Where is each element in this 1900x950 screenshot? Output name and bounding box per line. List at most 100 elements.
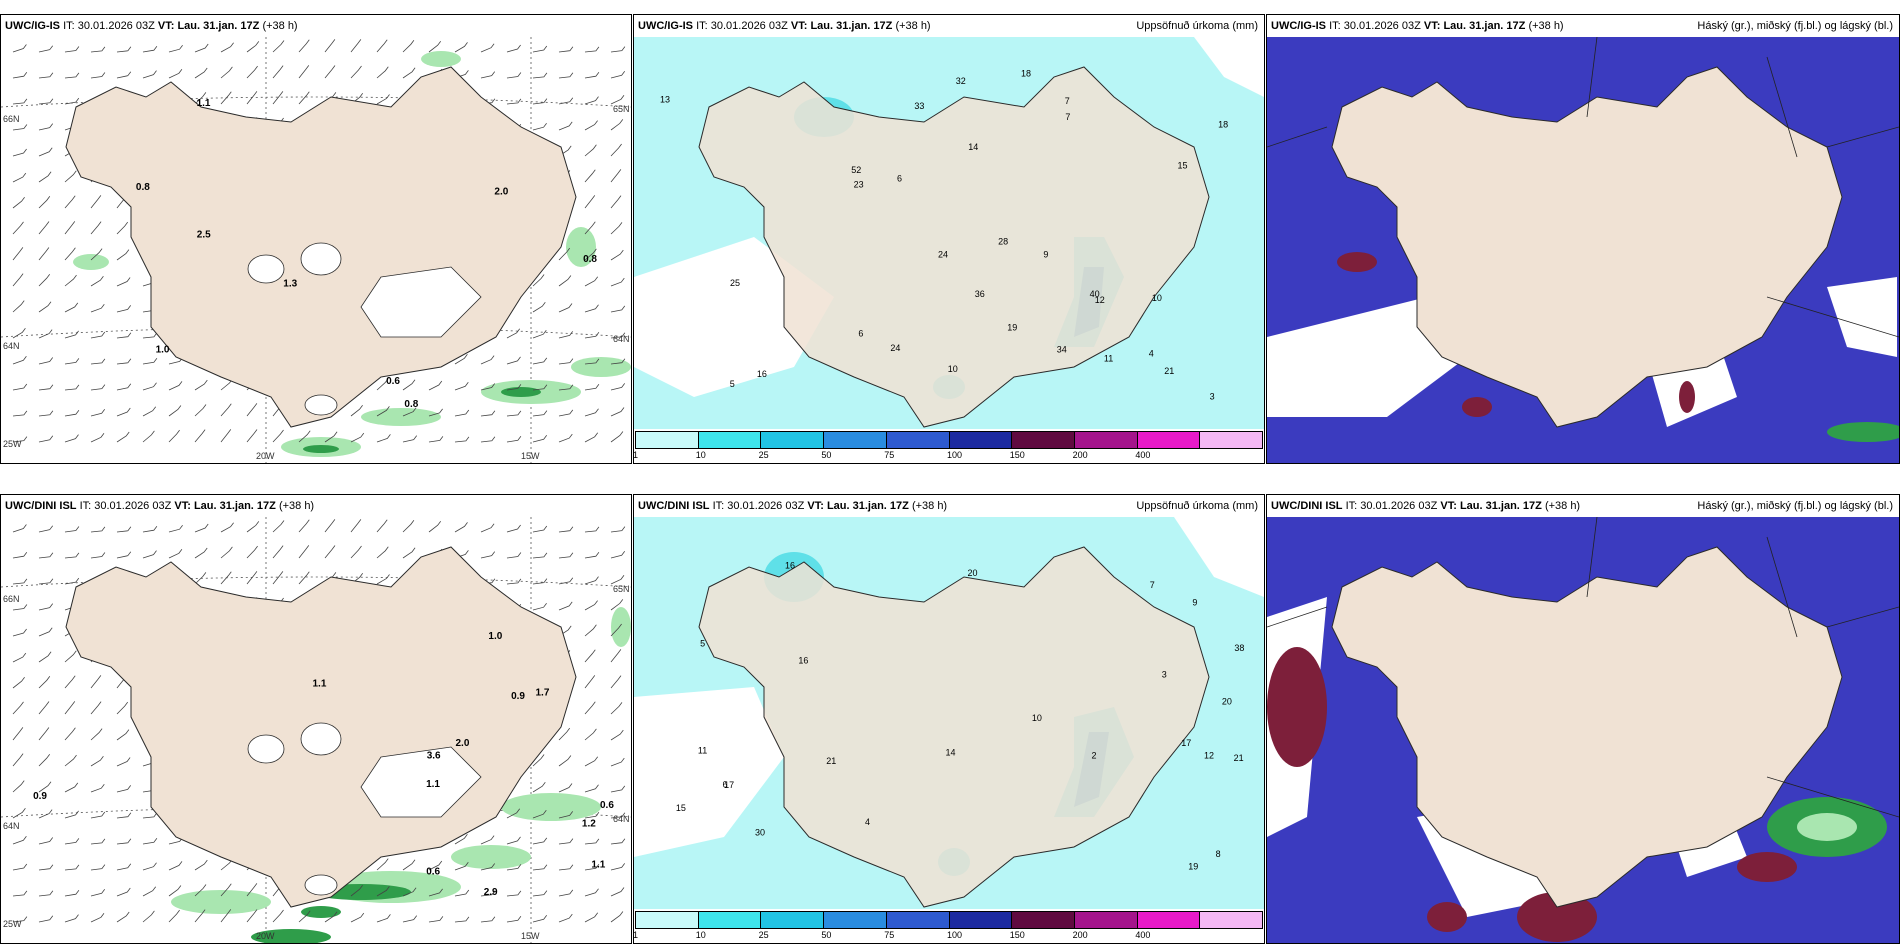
legend-swatch [1137,912,1201,928]
wind-barb [194,92,207,105]
wind-barb [532,410,548,417]
wind-barb [558,889,574,897]
wind-barb [142,838,158,845]
wind-barb [298,39,310,53]
wind-panel-ig: UWC/IG-IS IT: 30.01.2026 03Z VT: Lau. 31… [0,14,632,464]
wind-barb [376,406,390,417]
wind-barb [246,883,258,897]
wind-barb [584,304,599,313]
wind-barb [168,549,183,559]
wind-barb [90,838,106,845]
wind-barb [506,384,522,391]
wind-barb [506,44,521,53]
wind-barb [12,300,25,313]
wind-barb [12,753,24,767]
wind-barb [38,45,54,53]
value-label: 6 [723,779,728,789]
legend-tick: 200 [1072,930,1088,940]
wind-barb [38,676,51,689]
value-label: 2.0 [456,738,470,749]
value-label: 3 [1210,391,1215,401]
value-label: 24 [938,249,948,259]
wind-barb [610,358,626,365]
wind-barb [480,523,495,533]
wind-barb [532,809,547,819]
wind-barb [142,862,157,871]
wind-barb [506,72,522,79]
wind-barb [428,916,444,923]
value-label: 14 [968,142,978,152]
wind-barb [350,39,362,53]
value-label: 10 [1032,713,1042,723]
value-label: 15 [676,803,686,813]
legend-swatch [886,912,950,928]
wind-barb [12,652,27,663]
wind-barb [298,91,310,105]
value-label: 1.2 [582,818,596,829]
panel-header: UWC/IG-IS IT: 30.01.2026 03Z VT: Lau. 31… [634,15,1264,37]
wind-barb [454,916,470,923]
wind-barb [558,433,573,443]
wind-barb [12,148,27,157]
wind-barb [116,407,131,417]
wind-barb [454,862,469,871]
value-label: 34 [1057,344,1067,354]
wind-barb [610,277,625,287]
wind-barb [454,42,468,53]
value-label: 7 [1150,580,1155,590]
wind-barb [506,524,521,533]
wind-barb [116,46,132,53]
wind-barb [272,40,285,53]
grid-label: 15W [521,451,540,461]
wind-barb [454,436,470,443]
legend-swatch [886,432,950,448]
wind-barb [168,381,183,391]
wind-map: 0.81.11.00.8 2.00.60.82.51.3 66N 64N 65N … [1,37,631,463]
value-label: 36 [975,289,985,299]
value-label: 18 [1218,119,1228,129]
value-label: 16 [798,656,808,666]
wind-barb [38,701,50,715]
wind-barb [38,525,54,533]
wind-barb [90,303,105,313]
wind-barb [298,519,310,533]
wind-barb [428,888,443,897]
wind-barb [376,39,388,53]
wind-barb [298,65,310,79]
wind-barb [532,602,547,611]
precip-panel-ig: UWC/IG-IS IT: 30.01.2026 03Z VT: Lau. 31… [633,14,1265,464]
wind-barb [246,429,258,443]
wind-barb [428,380,443,391]
wind-barb [376,914,391,923]
legend-swatch [636,912,699,928]
wind-barb [428,860,443,871]
value-label: 19 [1188,862,1198,872]
wind-barb [584,728,597,741]
wind-barb [610,623,622,637]
wind-barb [376,378,389,391]
value-label: 21 [1234,753,1244,763]
value-label: 3 [1162,670,1167,680]
wind-barb [558,331,574,339]
wind-barb [220,429,232,443]
legend-swatch [698,912,762,928]
wind-barb [12,410,28,417]
wind-barb [90,675,102,689]
wind-barb [12,71,28,79]
wind-barb [142,382,157,391]
wind-barb [272,429,284,443]
wind-barb [584,46,600,53]
wind-barb [376,94,390,105]
wind-barb [532,72,548,79]
wind-barb [194,429,206,443]
value-label: 13 [660,94,670,104]
panel-header: UWC/DINI ISL IT: 30.01.2026 03Z VT: Lau.… [634,495,1264,517]
legend-swatch [1074,432,1138,448]
wind-barb [90,248,103,261]
wind-barb [90,755,104,767]
wind-barb [220,546,233,559]
wind-barb [376,66,389,79]
wind-barb [142,525,158,533]
value-label: 1.0 [156,345,170,356]
panel-title: Uppsöfnuð úrkoma (mm) [1136,500,1258,512]
